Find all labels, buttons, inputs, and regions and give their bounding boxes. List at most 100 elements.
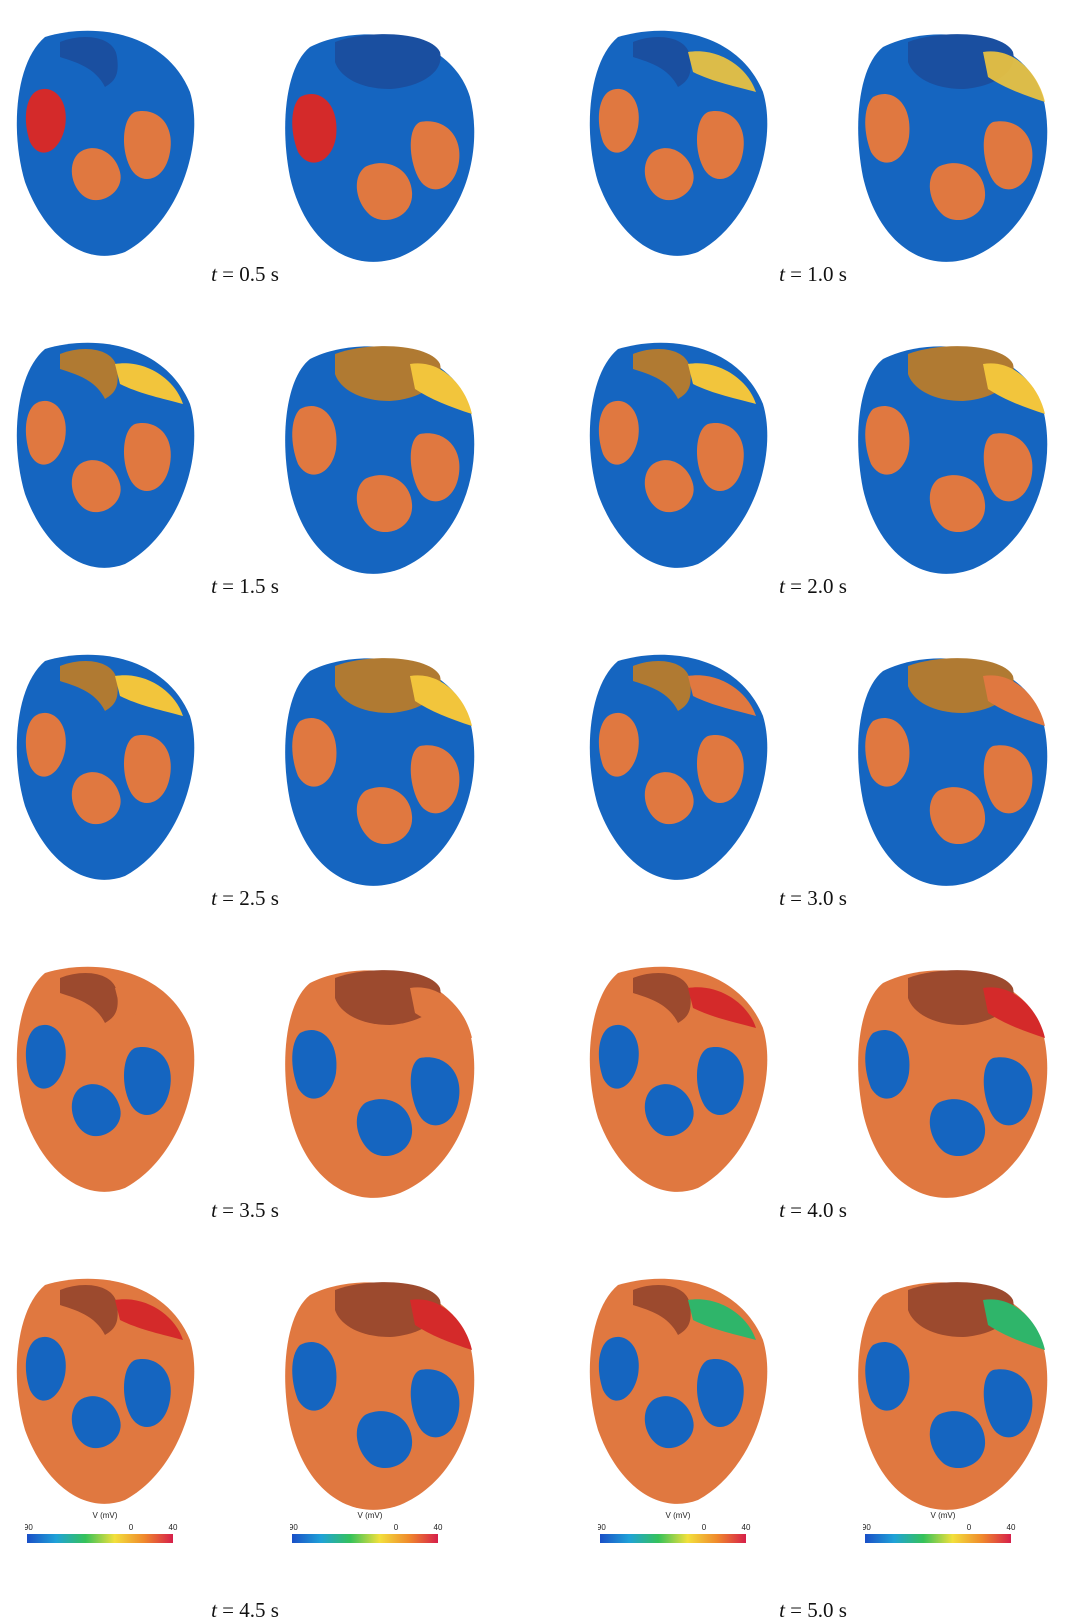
- colorbar-tick-mid: 0: [967, 1523, 972, 1532]
- colorbar-gradient: [600, 1534, 746, 1543]
- excited-patch: [25, 1024, 66, 1089]
- excited-patch: [598, 88, 639, 153]
- time-caption: t = 2.0 s: [713, 574, 913, 599]
- heart-pair: [589, 1278, 1048, 1510]
- colorbar-title: V (mV): [358, 1511, 383, 1520]
- excited-patch: [696, 735, 744, 803]
- valve-opening: [60, 661, 118, 711]
- time-caption: t = 1.0 s: [713, 262, 913, 287]
- time-value: = 5.0 s: [784, 1598, 847, 1622]
- heart-view-left: [589, 342, 768, 568]
- colorbar-right: V (mV) -90 0 40: [863, 1511, 1016, 1543]
- colorbar-tick-max: 40: [434, 1523, 443, 1532]
- valve-opening: [633, 1285, 691, 1335]
- valve-opening: [908, 970, 1014, 1025]
- time-variable: t: [779, 1198, 785, 1222]
- excited-patch: [123, 735, 171, 803]
- excited-patch: [983, 1369, 1033, 1438]
- activation-front: [410, 1299, 472, 1350]
- excited-patch: [696, 1047, 744, 1115]
- excited-patch: [356, 787, 413, 845]
- excited-patch: [123, 1359, 171, 1427]
- excited-patch: [356, 1099, 413, 1157]
- activation-front: [115, 675, 183, 716]
- excited-patch: [696, 423, 744, 491]
- heart-view-right: [285, 34, 475, 262]
- valve-opening: [908, 34, 1014, 89]
- valve-opening: [60, 1285, 118, 1335]
- myocardium-surface: [285, 658, 475, 886]
- heart-view-left: [16, 342, 195, 568]
- valve-opening: [335, 970, 441, 1025]
- excited-patch: [865, 717, 910, 787]
- time-caption: t = 4.0 s: [713, 1198, 913, 1223]
- excited-patch: [71, 1396, 121, 1449]
- excited-patch: [356, 163, 413, 221]
- excited-patch: [292, 405, 337, 475]
- activation-front: [983, 51, 1045, 102]
- activation-front: [410, 675, 472, 726]
- time-caption: t = 1.5 s: [145, 574, 345, 599]
- excited-patch: [598, 712, 639, 777]
- colorbar-tick-mid: 0: [394, 1523, 399, 1532]
- valve-opening: [335, 658, 441, 713]
- excited-patch: [25, 400, 66, 465]
- activation-front: [115, 363, 183, 404]
- myocardium-surface: [589, 1278, 768, 1504]
- heart-view-right: [285, 970, 475, 1198]
- excited-patch: [598, 400, 639, 465]
- colorbar-gradient: [865, 1534, 1011, 1543]
- time-value: = 4.5 s: [216, 1598, 279, 1622]
- activation-front: [410, 363, 472, 414]
- excited-patch: [929, 1411, 986, 1469]
- excited-patch: [929, 1099, 986, 1157]
- excited-patch: [123, 111, 171, 179]
- excited-patch: [410, 1369, 460, 1438]
- excited-patch: [983, 1057, 1033, 1126]
- heart-view-left: [16, 1278, 195, 1504]
- colorbar-title: V (mV): [666, 1511, 691, 1520]
- excited-patch: [292, 1341, 337, 1411]
- panel-t-2-5: t = 2.5 s: [5, 636, 485, 910]
- myocardium-surface: [285, 34, 475, 262]
- myocardium-surface: [16, 342, 195, 568]
- valve-opening: [60, 349, 118, 399]
- colorbar-title: V (mV): [93, 1511, 118, 1520]
- excited-patch: [410, 1057, 460, 1126]
- valve-opening: [335, 346, 441, 401]
- activation-front: [983, 363, 1045, 414]
- excited-patch: [983, 433, 1033, 502]
- heart-view-right: [285, 346, 475, 574]
- valve-opening: [908, 1282, 1014, 1337]
- myocardium-surface: [589, 342, 768, 568]
- excited-patch: [865, 1341, 910, 1411]
- time-value: = 1.0 s: [784, 262, 847, 286]
- heart-view-right: [285, 1282, 475, 1510]
- excited-patch: [71, 1084, 121, 1137]
- valve-opening: [335, 34, 441, 89]
- colorbar-gradient: [292, 1534, 438, 1543]
- excited-patch: [644, 1396, 694, 1449]
- activation-front: [410, 987, 472, 1038]
- time-variable: t: [211, 1598, 217, 1622]
- colorbar-right: V (mV) -90 0 40: [290, 1511, 443, 1543]
- heart-pair: [16, 342, 475, 574]
- activation-front: [983, 987, 1045, 1038]
- excited-patch: [865, 93, 910, 163]
- heart-view-left: [16, 966, 195, 1192]
- panel-t-0-5: t = 0.5 s: [5, 12, 485, 286]
- excited-patch: [696, 1359, 744, 1427]
- time-caption: t = 3.0 s: [713, 886, 913, 911]
- colorbar-tick-min: -90: [863, 1523, 871, 1532]
- myocardium-surface: [16, 966, 195, 1192]
- time-variable: t: [211, 1198, 217, 1222]
- time-value: = 3.0 s: [784, 886, 847, 910]
- excited-patch: [123, 423, 171, 491]
- heart-view-left: [589, 1278, 768, 1504]
- heart-view-right: [858, 346, 1048, 574]
- heart-pair: [589, 654, 1048, 886]
- excited-patch: [356, 475, 413, 533]
- myocardium-surface: [589, 966, 768, 1192]
- time-variable: t: [779, 1598, 785, 1622]
- heart-view-left: [589, 654, 768, 880]
